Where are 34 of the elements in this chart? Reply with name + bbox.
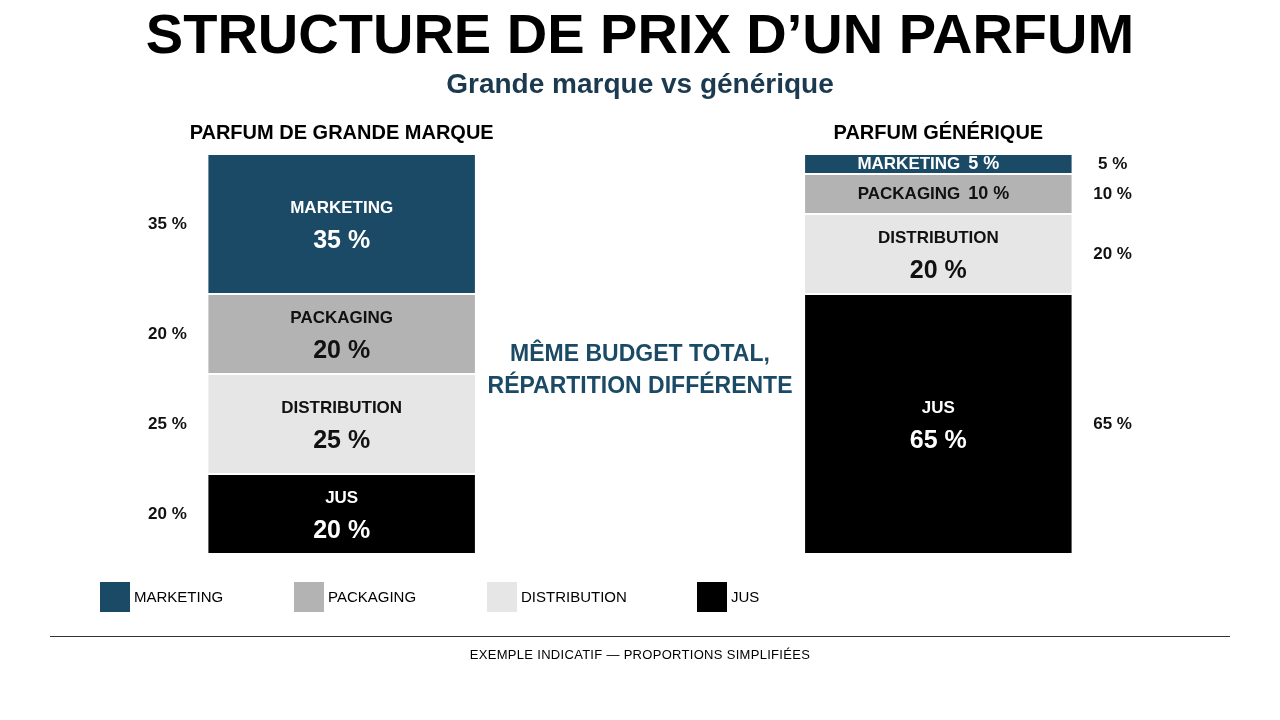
text: JUS xyxy=(325,488,359,507)
text: EXEMPLE INDICATIF — PROPORTIONS SIMPLIFIÉES xyxy=(50,636,1230,662)
x-tick-label: PARFUM DE GRANDE MARQUE xyxy=(189,120,494,143)
text: MARKETING xyxy=(290,198,394,217)
data-label: 20 % xyxy=(313,515,371,543)
text: 65 % xyxy=(1093,414,1132,433)
text: PACKAGING xyxy=(857,184,961,203)
data-label: 5 % xyxy=(968,153,1000,173)
legend-label: JUS xyxy=(731,588,760,605)
x-tick-label: PARFUM GÉNÉRIQUE xyxy=(833,120,1044,143)
legend-label: PACKAGING xyxy=(328,588,417,605)
chart-subtitle: Grande marque vs générique xyxy=(446,68,834,99)
data-label: 20 % xyxy=(313,335,371,363)
data-label: 20 % xyxy=(909,255,967,283)
text: JUS xyxy=(921,398,955,417)
text: 10 % xyxy=(1093,184,1132,203)
text: 35 % xyxy=(148,214,187,233)
chart-title: STRUCTURE DE PRIX D’UN PARFUM xyxy=(145,2,1135,65)
data-label: 25 % xyxy=(313,425,371,453)
text: 20 % xyxy=(1093,244,1132,263)
text: 25 % xyxy=(148,414,187,433)
text: DISTRIBUTION xyxy=(877,228,999,247)
annotation: MÊME BUDGET TOTAL, RÉPARTITION DIFFÉRENTE xyxy=(487,339,793,398)
data-label: 65 % xyxy=(909,425,967,453)
text: 5 % xyxy=(1097,154,1128,173)
text: 20 % xyxy=(148,324,187,343)
data-label: 10 % xyxy=(968,183,1010,203)
data-label: 35 % xyxy=(313,225,371,253)
text: PACKAGING xyxy=(290,308,393,327)
legend-label: MARKETING xyxy=(134,588,224,605)
text: 20 % xyxy=(148,504,187,523)
text: MARKETING xyxy=(857,154,961,173)
text: DISTRIBUTION xyxy=(281,398,403,417)
legend-label: DISTRIBUTION xyxy=(521,588,627,605)
